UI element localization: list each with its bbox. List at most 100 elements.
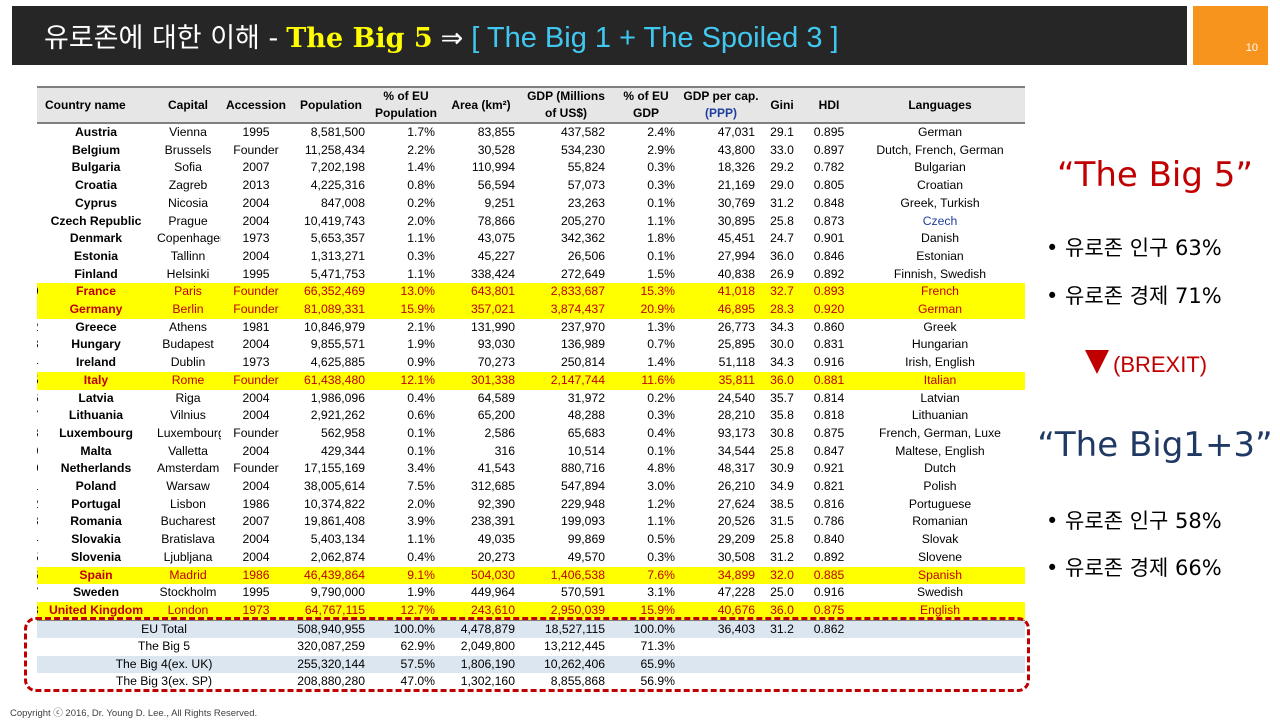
summary-gdp-cap <box>681 655 761 674</box>
table-header-row: Country name Capital Accession Populatio… <box>37 86 1025 124</box>
capital-cell: Luxembourg <box>157 425 221 440</box>
gini-cell: 31.5 <box>770 514 794 529</box>
capital-cell: Athens <box>169 319 207 334</box>
population-cell: 562,958 <box>320 425 365 440</box>
languages-cell: Finnish, Swedish <box>893 266 987 281</box>
gdp-cell: 437,582 <box>560 125 605 139</box>
area-cell: 131,990 <box>470 319 515 334</box>
header-pct-gdp: % of EU GDP <box>611 86 681 124</box>
pct-pop-cell: 3.9% <box>407 514 435 529</box>
row-number: 28 <box>37 602 39 620</box>
summary-row: EU Total 508,940,955 100.0% 4,478,879 18,527… <box>37 619 1025 639</box>
country-name: Ireland <box>76 355 116 370</box>
accession-cell: 1973 <box>221 601 291 621</box>
row-number: 14 <box>37 354 39 372</box>
pct-pop-cell: 0.8% <box>407 178 435 193</box>
accession-cell: Founder <box>233 142 279 157</box>
pct-pop-cell: 13.0% <box>371 283 441 302</box>
gdp-cap-cell: 26,773 <box>717 319 755 334</box>
page-number-box: 10 <box>1193 6 1268 65</box>
row-number: 26 <box>37 567 39 585</box>
gdp-cell: 10,514 <box>567 443 605 458</box>
accession-cell: 2013 <box>242 178 270 193</box>
row-number: 19 <box>37 443 39 461</box>
population-cell: 17,155,169 <box>304 461 365 476</box>
country-cell: 25 Slovenia <box>37 549 155 567</box>
country-name: Italy <box>83 372 109 387</box>
header-gdp-cap-line1: GDP per cap. <box>683 89 759 103</box>
area-cell: 20,273 <box>477 549 515 564</box>
summary-pct-gdp: 56.9% <box>640 674 675 689</box>
table-row: 27 Sweden Stockholm 1995 9,790,000 1.9% 449,96… <box>37 584 1025 602</box>
pct-pop-cell: 15.9% <box>371 301 441 319</box>
pct-pop-cell: 1.4% <box>407 160 435 175</box>
row-number: 13 <box>37 336 39 354</box>
title-bar: 유로존에 대한 이해 - The Big 5 ⇒[ The Big 1 + The … <box>12 6 1187 65</box>
population-cell: 847,008 <box>320 195 365 210</box>
gdp-cap-cell: 47,228 <box>717 585 755 600</box>
hdi-cell: 0.846 <box>813 248 845 263</box>
header-pct-pop: % of EU Population <box>371 86 441 124</box>
languages-cell: English <box>855 601 1025 621</box>
accession-cell: Founder <box>221 301 291 319</box>
accession-cell: 2004 <box>242 549 270 564</box>
country-cell: 5Cyprus <box>37 195 155 213</box>
area-cell: 316 <box>494 443 515 458</box>
header-country: Country name <box>37 86 155 124</box>
summary-empty <box>855 655 1025 674</box>
summary-hdi <box>803 655 855 674</box>
gdp-cell: 570,591 <box>560 585 605 600</box>
country-name: Latvia <box>78 390 114 405</box>
area-cell: 43,075 <box>477 231 515 246</box>
country-cell: 24 Slovakia <box>37 531 155 549</box>
languages-cell: German <box>917 125 963 139</box>
languages-cell: Polish <box>923 479 957 494</box>
brexit-label: (BREXIT) <box>1085 350 1207 378</box>
country-name: Cyprus <box>75 195 117 210</box>
pct-gdp-cell: 3.1% <box>647 585 675 600</box>
gdp-cell: 880,716 <box>560 461 605 476</box>
pct-pop-cell: 1.9% <box>407 337 435 352</box>
gdp-cell: 1,406,538 <box>521 566 611 585</box>
table-row: 20 Netherlands Amsterdam Founder 17,155,169 3… <box>37 460 1025 478</box>
country-name: Finland <box>74 266 118 281</box>
country-name: Austria <box>75 125 117 139</box>
gini-cell: 35.7 <box>770 390 794 405</box>
country-cell: 13 Hungary <box>37 336 155 354</box>
pct-pop-cell: 12.1% <box>371 371 441 390</box>
summary-gini <box>761 655 803 674</box>
hdi-cell: 0.875 <box>813 425 845 440</box>
table-row: 2Belgium Brussels Founder 11,258,434 2.2% 30,… <box>37 142 1025 160</box>
pct-gdp-cell: 15.3% <box>611 283 681 302</box>
hdi-cell: 0.818 <box>813 408 845 423</box>
header-gdp-cap: GDP per cap. (PPP) <box>681 86 761 124</box>
capital-cell: Berlin <box>155 301 221 319</box>
country-name: Czech Republic <box>50 213 142 228</box>
country-cell: 26 Spain <box>37 566 155 585</box>
hdi-cell: 0.892 <box>813 549 845 564</box>
header-languages: Languages <box>855 86 1025 124</box>
down-triangle-icon <box>1085 350 1109 374</box>
pct-gdp-cell: 0.1% <box>647 248 675 263</box>
gdp-cell: 26,506 <box>567 248 605 263</box>
gdp-cap-cell: 30,895 <box>717 213 755 228</box>
pct-gdp-cell: 1.8% <box>647 231 675 246</box>
summary-area: 4,478,879 <box>441 619 521 639</box>
population-cell: 2,921,262 <box>310 408 365 423</box>
summary-highlight-box <box>24 617 1030 692</box>
languages-cell: Slovak <box>921 532 959 547</box>
accession-cell: Founder <box>221 371 291 390</box>
gini-cell: 29.2 <box>770 160 794 175</box>
population-cell: 19,861,408 <box>304 514 365 529</box>
population-cell: 1,313,271 <box>310 248 365 263</box>
gdp-cap-cell: 48,317 <box>717 461 755 476</box>
country-cell: 23 Romania <box>37 513 155 531</box>
pct-pop-cell: 0.2% <box>407 195 435 210</box>
capital-cell: Copenhagen <box>157 231 221 246</box>
pct-gdp-cell: 2.4% <box>647 125 675 139</box>
header-hdi: HDI <box>803 86 855 124</box>
capital-cell: London <box>155 601 221 621</box>
row-number: 22 <box>37 496 39 514</box>
pct-gdp-cell: 15.9% <box>611 601 681 621</box>
country-cell: 11 Germany <box>37 301 155 319</box>
